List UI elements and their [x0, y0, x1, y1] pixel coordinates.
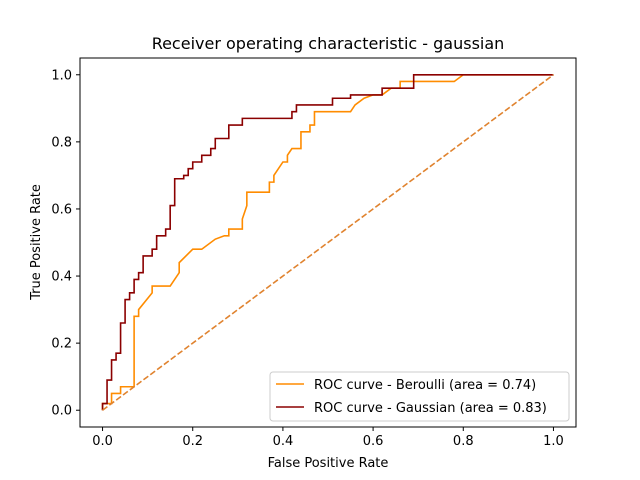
chart-title: Receiver operating characteristic - gaus… — [152, 34, 505, 53]
x-axis-label: False Positive Rate — [268, 456, 389, 471]
x-tick-label: 0.0 — [92, 434, 113, 449]
x-tick-label: 0.6 — [363, 434, 384, 449]
y-axis-ticks: 0.0 0.2 0.4 0.6 0.8 1.0 — [51, 68, 80, 419]
x-tick-label: 0.8 — [453, 434, 474, 449]
y-tick-label: 0.8 — [51, 135, 72, 150]
roc-line-beroulli — [101, 73, 554, 411]
legend-label-beroulli: ROC curve - Beroulli (area = 0.74) — [314, 378, 536, 393]
y-axis-label: True Positive Rate — [29, 184, 44, 301]
y-tick-label: 0.6 — [51, 202, 72, 217]
y-tick-label: 0.4 — [51, 270, 72, 285]
legend-box — [269, 371, 570, 422]
x-tick-label: 0.2 — [182, 434, 203, 449]
x-axis-ticks: 0.0 0.2 0.4 0.6 0.8 1.0 — [92, 427, 564, 449]
legend-label-gaussian: ROC curve - Gaussian (area = 0.83) — [314, 401, 547, 416]
y-tick-label: 1.0 — [51, 68, 72, 83]
chance-diagonal-line — [102, 74, 554, 411]
plot-area — [101, 73, 554, 411]
roc-line-gaussian — [101, 73, 554, 411]
plot-frame — [79, 57, 577, 428]
x-tick-label: 0.4 — [273, 434, 294, 449]
legend: ROC curve - Beroulli (area = 0.74) ROC c… — [269, 371, 570, 422]
y-tick-label: 0.0 — [51, 404, 72, 419]
x-tick-label: 1.0 — [543, 434, 564, 449]
y-tick-label: 0.2 — [51, 337, 72, 352]
